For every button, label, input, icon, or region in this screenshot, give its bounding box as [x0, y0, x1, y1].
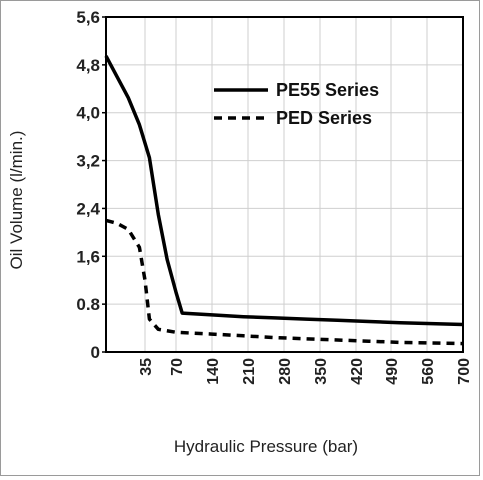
y-tick-label: 0: [91, 343, 100, 362]
legend: PE55 Series PED Series: [214, 80, 379, 128]
y-tick-label: 4,0: [76, 104, 100, 123]
legend-label-ped: PED Series: [276, 108, 372, 128]
x-tick-label: 210: [241, 358, 258, 385]
x-tick-label: 35: [138, 358, 155, 376]
x-axis-label: Hydraulic Pressure (bar): [174, 437, 358, 456]
y-tick-label: 2,4: [76, 199, 100, 218]
x-tick-label: 70: [169, 358, 186, 376]
x-tick-labels: 35 70 140 210 280 350 420 490 560 700: [138, 358, 473, 385]
x-tick-label: 420: [349, 358, 366, 385]
grid-lines: [106, 16, 464, 353]
y-tick-label: 5,6: [76, 8, 100, 27]
x-tick-label: 280: [277, 358, 294, 385]
y-tick-label: 1,6: [76, 247, 100, 266]
x-tick-label: 700: [456, 358, 473, 385]
y-tick-label: 4,8: [76, 56, 100, 75]
y-tick-label: 0.8: [76, 295, 100, 314]
y-tick-label: 3,2: [76, 152, 100, 171]
plot-area: [105, 16, 464, 353]
series-layer: [104, 55, 464, 346]
series-line-ped: [105, 218, 464, 346]
x-tick-label: 560: [420, 358, 437, 385]
legend-label-pe55: PE55 Series: [276, 80, 379, 100]
x-tick-label: 350: [313, 358, 330, 385]
series-line-pe55: [104, 55, 464, 327]
x-tick-label: 490: [384, 358, 401, 385]
y-axis-label: Oil Volume (l/min.): [7, 131, 26, 270]
y-tick-labels: 0 0.8 1,6 2,4 3,2 4,0 4,8 5,6: [76, 8, 106, 362]
x-tick-label: 140: [205, 358, 222, 385]
